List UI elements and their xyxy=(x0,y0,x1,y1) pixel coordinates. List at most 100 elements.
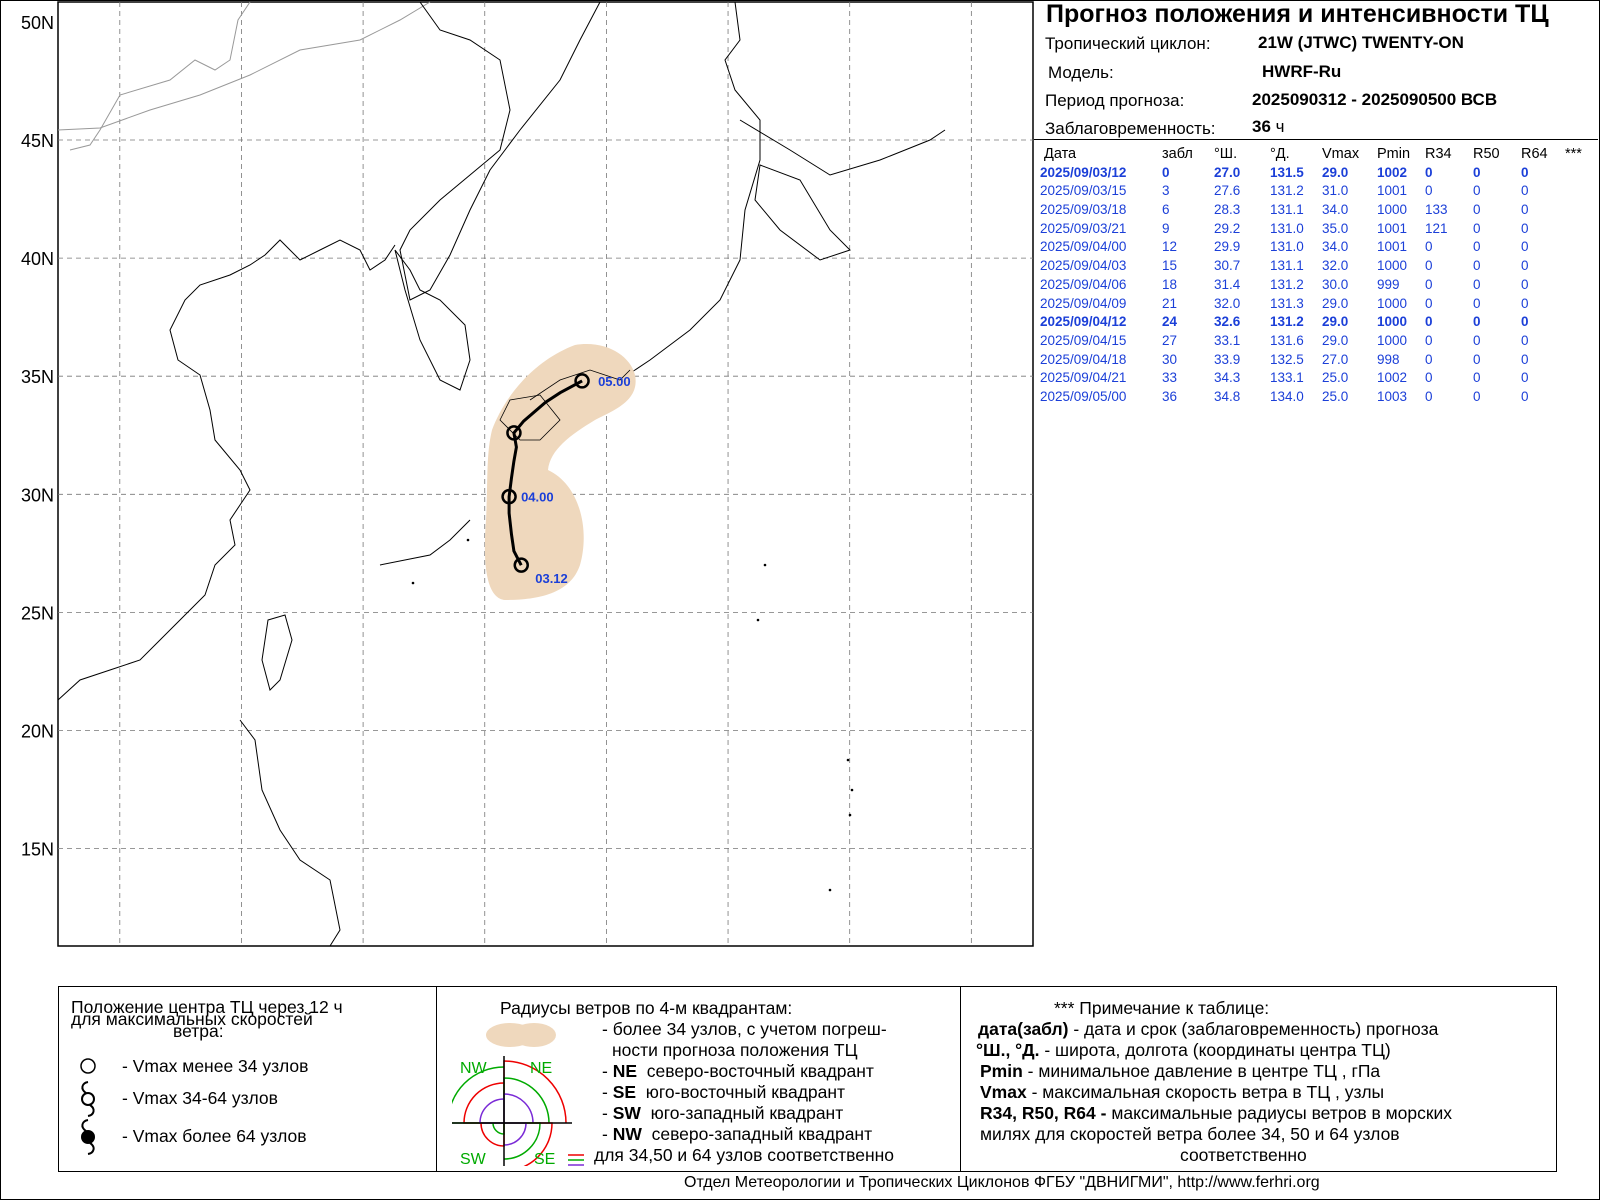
table-cell-pmin: 998 xyxy=(1377,351,1400,367)
table-cell-lat: 33.9 xyxy=(1214,351,1241,367)
legend-note-tail-2: соответственно xyxy=(1180,1145,1307,1165)
table-cell-pmin: 1002 xyxy=(1377,164,1408,180)
table-cell-vmax: 31.0 xyxy=(1322,183,1349,199)
table-cell-pmin: 1002 xyxy=(1377,370,1408,386)
table-cell-lat: 27.0 xyxy=(1214,164,1241,180)
track-point-label: 05.00 xyxy=(598,374,631,389)
color-key-icon xyxy=(568,1154,584,1166)
table-cell-r64: 0 xyxy=(1521,332,1529,348)
table-cell-r34: 0 xyxy=(1425,239,1433,255)
lat-tick-label: 35N xyxy=(21,367,54,387)
table-cell-r34: 0 xyxy=(1425,388,1433,404)
track-point-marker[interactable] xyxy=(574,373,590,389)
note-term-5: R34, R50, R64 - xyxy=(980,1103,1107,1123)
note-text-3: - минимальное давление в центре ТЦ , гПа xyxy=(1022,1061,1381,1081)
legend-box xyxy=(58,986,1557,1172)
table-cell-r34: 0 xyxy=(1425,295,1433,311)
table-cell-date: 2025/09/03/21 xyxy=(1040,220,1127,236)
table-cell-lon: 131.2 xyxy=(1270,314,1304,330)
table-cell-lat: 32.6 xyxy=(1214,314,1241,330)
table-cell-r34: 133 xyxy=(1425,202,1448,218)
table-cell-pmin: 1001 xyxy=(1377,183,1408,199)
table-cell-r64: 0 xyxy=(1521,370,1529,386)
table-cell-r34: 121 xyxy=(1425,220,1448,236)
table-cell-pmin: 1001 xyxy=(1377,220,1408,236)
lat-tick-label: 15N xyxy=(21,840,54,860)
map-grid xyxy=(58,2,1033,946)
legend-left-heading-2: для максимальных скоростей xyxy=(71,1009,313,1029)
table-cell-pmin: 1000 xyxy=(1377,295,1408,311)
table-cell-r64: 0 xyxy=(1521,220,1529,236)
table-cell-r64: 0 xyxy=(1521,388,1529,404)
table-cell-pmin: 1003 xyxy=(1377,388,1408,404)
col-lon: °Д. xyxy=(1270,146,1290,162)
table-cell-lead: 6 xyxy=(1162,202,1170,218)
lon-tick-label: 130E xyxy=(464,958,506,960)
table-cell-r64: 0 xyxy=(1521,164,1529,180)
legend-middle-line2: ности прогноза положения ТЦ xyxy=(612,1040,858,1060)
lon-tick-label: 115E xyxy=(99,958,140,960)
wind-radius-area xyxy=(484,344,636,600)
diagram-label-nw: NW xyxy=(460,1060,488,1077)
table-cell-pmin: 1000 xyxy=(1377,314,1408,330)
table-cell-r50: 0 xyxy=(1473,258,1481,274)
table-cell-r34: 0 xyxy=(1425,370,1433,386)
footer-credit[interactable]: Отдел Метеорологии и Тропических Циклоно… xyxy=(684,1174,1320,1191)
forecast-map[interactable]: 03.12 04.00 05.00 50N 45N 40N 35N 30N 25N 20N 15N… xyxy=(0,0,1040,960)
error-blob-icon xyxy=(486,1023,556,1047)
track-point-label: 03.12 xyxy=(535,571,568,586)
coastlines-over-area xyxy=(499,369,631,441)
track-point-marker[interactable] xyxy=(501,488,517,505)
quadrant-diagram: NW NE SW SE xyxy=(452,1023,584,1166)
leadtime-number: 36 xyxy=(1252,117,1271,136)
legend-divider-1 xyxy=(436,986,437,1172)
table-cell-lon: 132.5 xyxy=(1270,351,1304,367)
table-cell-r64: 0 xyxy=(1521,314,1529,330)
table-cell-vmax: 25.0 xyxy=(1322,388,1349,404)
legend-left-heading-1: Положение центра ТЦ через 12 ч xyxy=(71,997,343,1017)
diagram-label-sw: SW xyxy=(460,1151,487,1166)
table-cell-lead: 33 xyxy=(1162,370,1178,386)
table-cell-r50: 0 xyxy=(1473,370,1481,386)
legend-item-strong: - Vmax более 64 узлов xyxy=(122,1126,307,1146)
table-cell-r34: 0 xyxy=(1425,332,1433,348)
legend-quadrant-sw: - SW юго-западный квадрант xyxy=(602,1103,844,1123)
track-line xyxy=(507,379,583,566)
quadrant-code-ne: NE xyxy=(612,1061,638,1081)
note-term-4: Vmax xyxy=(980,1082,1027,1102)
map-frame xyxy=(57,1,1034,947)
diagram-label-se: SE xyxy=(534,1151,555,1166)
table-cell-r64: 0 xyxy=(1521,351,1529,367)
table-cell-r34: 0 xyxy=(1425,183,1433,199)
legend-left-heading-3: ветра: xyxy=(173,1021,224,1041)
quadrant-code-nw: NW xyxy=(612,1124,642,1144)
lat-tick-label: 20N xyxy=(21,722,54,742)
lon-tick-label: 135E xyxy=(585,958,627,960)
col-lat: °Ш. xyxy=(1214,146,1238,162)
table-cell-vmax: 32.0 xyxy=(1322,258,1349,274)
lat-tick-label: 30N xyxy=(21,485,54,505)
track-point-marker[interactable] xyxy=(513,557,529,573)
table-cell-vmax: 30.0 xyxy=(1322,276,1349,292)
table-cell-r34: 0 xyxy=(1425,276,1433,292)
legend-note-tail-1: милях для скоростей ветра более 34, 50 и… xyxy=(980,1124,1400,1144)
table-cell-lat: 29.2 xyxy=(1214,220,1241,236)
table-cell-pmin: 1000 xyxy=(1377,258,1408,274)
table-cell-lon: 131.1 xyxy=(1270,202,1304,218)
table-cell-r64: 0 xyxy=(1521,239,1529,255)
quadrant-text-sw: юго-западный квадрант xyxy=(650,1103,844,1123)
col-note: *** xyxy=(1565,146,1582,162)
table-cell-date: 2025/09/04/12 xyxy=(1040,314,1127,330)
table-cell-r64: 0 xyxy=(1521,276,1529,292)
table-cell-lon: 131.5 xyxy=(1270,164,1304,180)
table-cell-lat: 30.7 xyxy=(1214,258,1241,274)
table-cell-lat: 34.8 xyxy=(1214,388,1241,404)
table-cell-vmax: 25.0 xyxy=(1322,370,1349,386)
note-text-1: - дата и срок (заблаговременность) прогн… xyxy=(1068,1019,1439,1039)
note-text-4: - максимальная скорость ветра в ТЦ , узл… xyxy=(1026,1082,1385,1102)
table-cell-lead: 3 xyxy=(1162,183,1170,199)
table-cell-date: 2025/09/04/15 xyxy=(1040,332,1127,348)
table-cell-lead: 9 xyxy=(1162,220,1170,236)
note-term-2: °Ш., °Д. xyxy=(976,1040,1040,1060)
table-cell-lat: 31.4 xyxy=(1214,276,1241,292)
